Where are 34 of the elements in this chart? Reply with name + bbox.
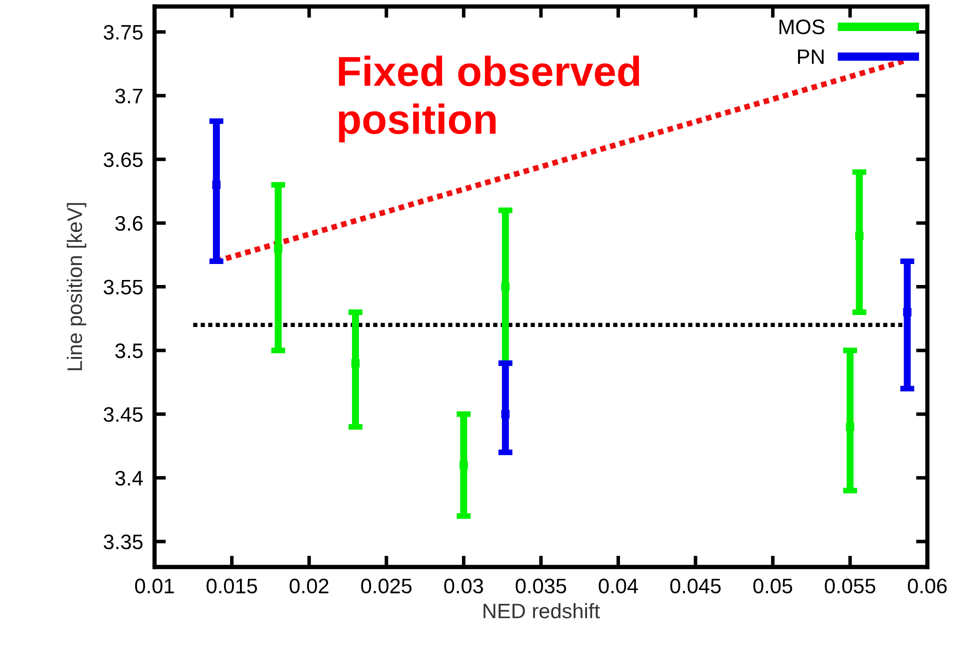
point xyxy=(501,282,510,291)
x-tick-label: 0.01 xyxy=(135,578,174,594)
y-tick-label: 3.75 xyxy=(104,24,143,40)
point xyxy=(903,308,912,316)
x-tick-label: 0.045 xyxy=(670,578,721,594)
x-tick-label: 0.05 xyxy=(753,578,792,594)
y-tick-label: 3.45 xyxy=(104,407,143,422)
y-axis-title: Line position [keV] xyxy=(66,203,86,370)
x-tick-label: 0.015 xyxy=(206,578,258,594)
y-tick-label: 3.55 xyxy=(104,280,143,294)
point xyxy=(212,180,221,189)
y-tick-label: 3.6 xyxy=(115,216,143,231)
point xyxy=(501,410,510,418)
legend-label: MOS xyxy=(780,20,824,34)
y-tick-label: 3.5 xyxy=(115,343,143,358)
point xyxy=(460,460,468,470)
y-tick-label: 3.65 xyxy=(104,152,143,168)
x-tick-label: 0.02 xyxy=(290,578,328,594)
x-tick-label: 0.06 xyxy=(908,578,947,594)
y-tick-label: 3.7 xyxy=(115,88,142,104)
y-tick-label: 3.35 xyxy=(104,534,143,550)
x-tick-label: 0.035 xyxy=(516,578,566,594)
point xyxy=(855,232,864,240)
y-tick-label: 3.4 xyxy=(115,470,143,486)
x-tick-label: 0.03 xyxy=(444,578,484,594)
point xyxy=(274,244,282,253)
annotation: Fixed observed position xyxy=(338,56,640,142)
x-tick-label: 0.055 xyxy=(824,578,876,594)
x-tick-label: 0.025 xyxy=(361,578,412,594)
x-tick-label: 0.04 xyxy=(598,578,638,594)
x-axis-title: NED redshift xyxy=(484,603,600,618)
point xyxy=(846,422,854,432)
point xyxy=(351,359,360,368)
legend-label: PN xyxy=(798,50,824,64)
